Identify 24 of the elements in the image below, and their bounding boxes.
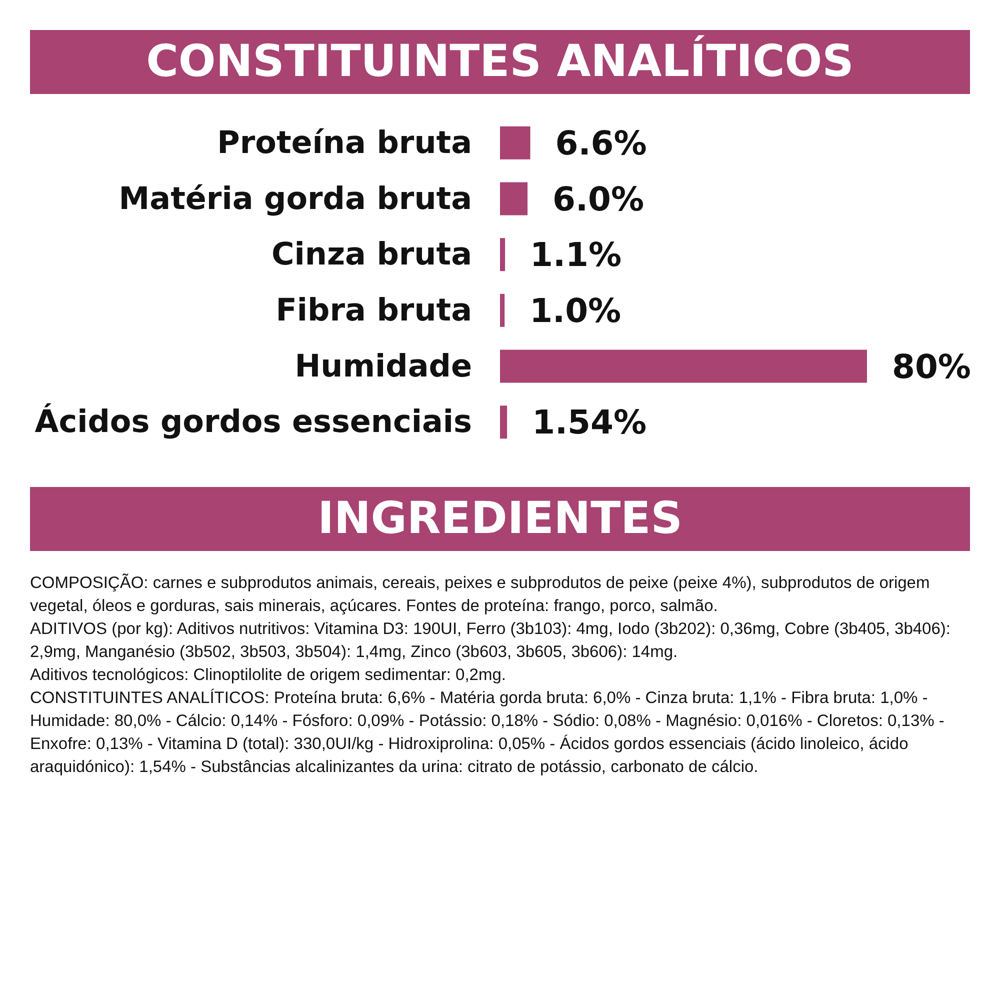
y-tick-label: Cinza bruta: [272, 236, 472, 273]
y-tick-label: Humidade: [294, 348, 472, 384]
data-label: 6.6%: [555, 123, 647, 162]
data-label: 80%: [892, 346, 971, 386]
bar: [500, 238, 506, 272]
data-label: 1.1%: [530, 235, 622, 274]
bar: [500, 350, 867, 383]
text: CONSTITUINTES ANALÍTICOS: Proteína bruta: 6,6% - Matéria gorda bruta: 6,0% - Cinza bruta: 1,1% - Fibra bruta: 1,0% - Humidade: 80,0% - Cálcio: 0,14% - Fósforo: 0,09% - Potássio: 0,18% - Sódio: 0,08% - Magnésio: 0,016% - Cloretos: 0,13% - Enxofre: 0,13% - Vitamina D (total): 330,0UI/kg - Hidroxiprolina: 0,05% - Ácidos gordos essenciais (ácido linoleico, ácido araquidónico): 1,54% - Substâncias alcalinizantes da urina: citrato de potássio, carbonato de cálcio.: [30, 688, 946, 778]
data-label: 1.54%: [532, 402, 647, 442]
bar: [500, 126, 530, 160]
chart-title: CONSTITUINTES ANALÍTICOS: [30, 30, 970, 94]
y-tick-label: Matéria gorda bruta: [118, 180, 472, 217]
bar: [500, 406, 508, 439]
data-label: 6.0%: [552, 179, 644, 218]
y-tick-label: Fibra bruta: [276, 292, 472, 328]
text: Aditivos tecnológicos: Clinoptilolite de origem sedimentar: 0,2mg.: [30, 665, 507, 686]
y-tick-label: Ácidos gordos essenciais: [34, 403, 472, 440]
text: INGREDIENTES: [30, 487, 970, 551]
text: COMPOSIÇÃO: carnes e subprodutos animais, cereais, peixes e subprodutos de peixe (peixe 4%), subprodutos de origem vegetal, óleos e gorduras, sais minerais, açúcares. Fontes de proteína: frango, porco, salmão.: [30, 572, 931, 617]
bar: [500, 182, 528, 216]
text: ADITIVOS (por kg): Aditivos nutritivos: Vitamina D3: 190UI, Ferro (3b103): 4mg, Iodo (3b202): 0,36mg, Cobre (3b405, 3b406): 2,9mg, Manganésio (3b502, 3b503, 3b504): 1,4mg, Zinco (3b603, 3b605, 3b606): 14mg.: [30, 619, 952, 663]
data-label: 1.0%: [530, 290, 622, 330]
bar: [500, 294, 505, 327]
y-tick-label: Proteína bruta: [217, 124, 472, 161]
